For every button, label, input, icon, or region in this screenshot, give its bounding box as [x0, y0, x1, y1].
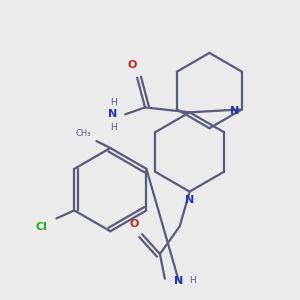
Text: N: N: [230, 106, 240, 116]
Text: Cl: Cl: [36, 222, 48, 232]
Text: O: O: [130, 219, 139, 229]
Text: H: H: [110, 98, 117, 107]
Text: H: H: [110, 123, 117, 132]
Text: N: N: [174, 276, 183, 286]
Text: N: N: [185, 194, 194, 205]
Text: CH₃: CH₃: [76, 129, 92, 138]
Text: H: H: [189, 276, 196, 285]
Text: O: O: [128, 60, 137, 70]
Text: N: N: [108, 109, 117, 119]
